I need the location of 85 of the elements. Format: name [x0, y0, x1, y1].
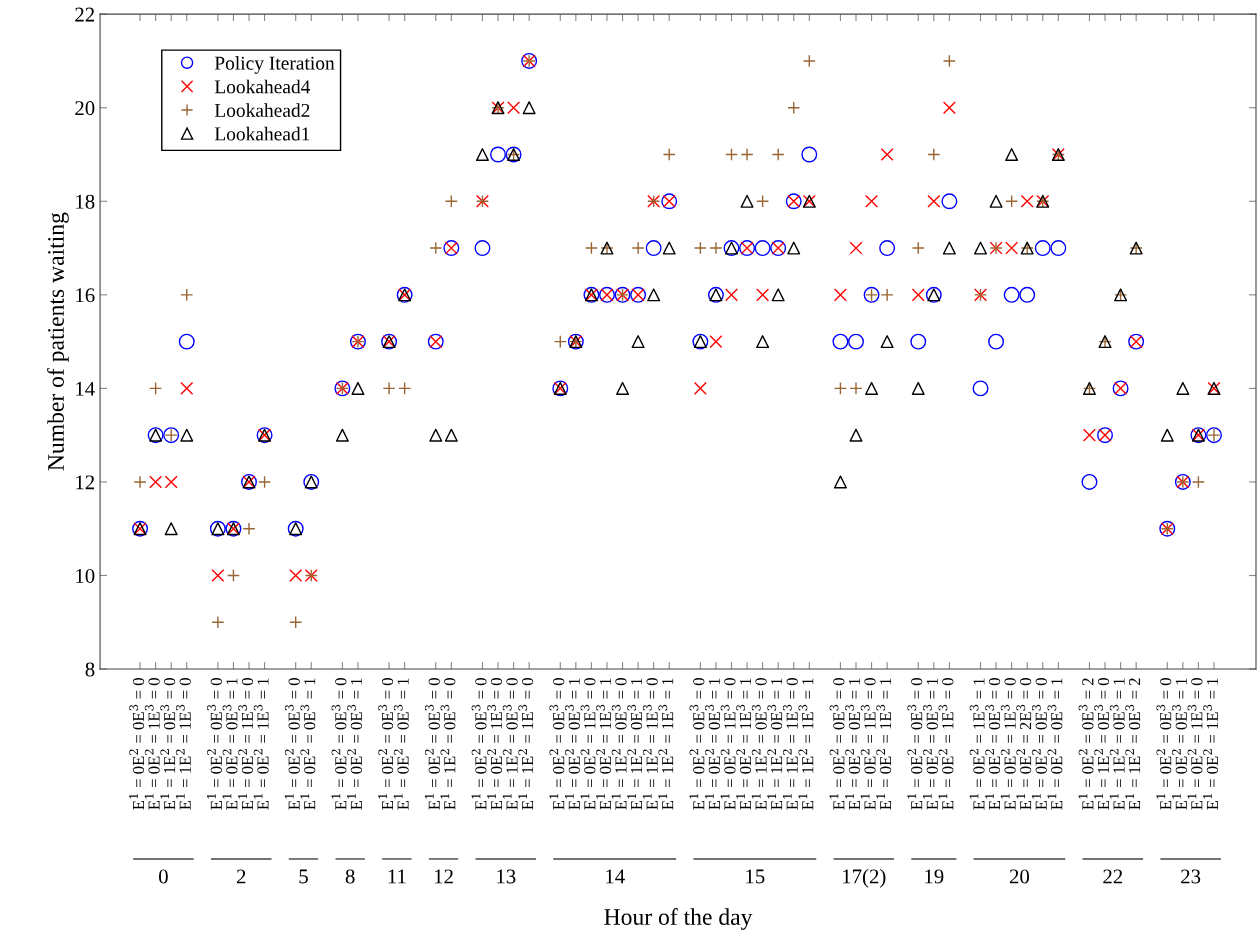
x-tick-label: E$^{1}$ = 0E$^{2}$ = 1E$^{3}$ = 0 [487, 678, 503, 810]
x-tick-label: E$^{1}$ = 0E$^{2}$ = 0E$^{3}$ = 1 [1172, 678, 1187, 810]
x-tick-label: E$^{1}$ = 0E$^{2}$ = 1E$^{3}$ = 1 [596, 678, 612, 810]
legend-label: Lookahead1 [214, 126, 310, 141]
x-tick-label: E$^{1}$ = 1E$^{2}$ = 1E$^{3}$ = 0 [782, 678, 798, 810]
text: 5 [299, 869, 308, 884]
x-tick-label: E$^{1}$ = 0E$^{2}$ = 0E$^{3}$ = 2 [1078, 678, 1094, 810]
x-tick-label: E$^{1}$ = 1E$^{2}$ = 0E$^{3}$ = 0 [611, 678, 627, 810]
text: 17(2) [843, 868, 886, 888]
x-tick-label: E$^{1}$ = 1E$^{2}$ = 0E$^{3}$ = 0 [502, 678, 518, 810]
x-tick-label: E$^{1}$ = 0E$^{2}$ = 0E$^{3}$ = 0 [471, 678, 487, 810]
x-tick-label: E$^{1}$ = 0E$^{2}$ = 0E$^{3}$ = 1 [845, 678, 861, 810]
text: 2 [236, 869, 246, 884]
x-tick-label: E$^{1}$ = 0E$^{2}$ = 0E$^{3}$ = 0 [378, 678, 394, 810]
x-tick-label: E$^{1}$ = 0E$^{2}$ = 0E$^{3}$ = 1 [1047, 678, 1063, 810]
x-tick-label: E$^{1}$ = 1E$^{2}$ = 0E$^{3}$ = 0 [1094, 678, 1110, 810]
x-tick-label: E$^{1}$ = 0E$^{2}$ = 0E$^{3}$ = 0 [207, 678, 222, 810]
x-tick-label: E$^{1}$ = 0E$^{2}$ = 0E$^{3}$ = 0 [829, 678, 845, 810]
text: 8 [345, 869, 355, 884]
x-tick-label: E$^{1}$ = 0E$^{2}$ = 0E$^{3}$ = 0 [1031, 678, 1047, 810]
text: 20 [1009, 869, 1030, 884]
x-tick-label: E$^{1}$ = 0E$^{2}$ = 0E$^{3}$ = 0 [284, 678, 300, 810]
x-tick-label: E$^{1}$ = 0E$^{2}$ = 1E$^{3}$ = 1 [876, 678, 892, 810]
x-tick-label: E$^{1}$ = 0E$^{2}$ = 0E$^{3}$ = 0 [549, 678, 565, 810]
text: 19 [925, 869, 944, 884]
x-tick-label: E$^{1}$ = 0E$^{2}$ = 1E$^{3}$ = 0 [238, 678, 254, 810]
x-tick-label: E$^{1}$ = 1E$^{2}$ = 0E$^{3}$ = 0 [160, 678, 176, 810]
text: 12 [434, 869, 453, 884]
y-tick-label: 10 [76, 568, 95, 583]
x-tick-label: E$^{1}$ = 1E$^{2}$ = 0E$^{3}$ = 0 [751, 678, 767, 810]
text: 22 [1103, 869, 1123, 884]
x-tick-label: E$^{1}$ = 0E$^{2}$ = 1E$^{3}$ = 0 [580, 678, 596, 810]
text: 15 [746, 869, 765, 884]
x-tick-label: E$^{1}$ = 0E$^{2}$ = 1E$^{3}$ = 0 [938, 678, 954, 810]
x-tick-label: E$^{1}$ = 1E$^{2}$ = 1E$^{3}$ = 1 [658, 678, 674, 810]
x-tick-label: E$^{1}$ = 0E$^{2}$ = 0E$^{3}$ = 0 [985, 678, 1001, 810]
text: 11 [388, 869, 406, 884]
legend-label: Policy Iteration [214, 56, 335, 74]
x-tick-label: E$^{1}$ = 0E$^{2}$ = 0E$^{3}$ = 0 [129, 678, 145, 810]
x-tick-label: E$^{1}$ = 1E$^{2}$ = 0E$^{3}$ = 1 [1109, 678, 1125, 810]
y-tick-label: 16 [76, 288, 95, 303]
x-tick-label: E$^{1}$ = 0E$^{2}$ = 1E$^{3}$ = 0 [1187, 678, 1203, 810]
x-tick-label: E$^{1}$ = 0E$^{2}$ = 0E$^{3}$ = 1 [922, 678, 938, 810]
text: 0 [158, 869, 168, 884]
x-tick-label: E$^{1}$ = 1E$^{2}$ = 0E$^{3}$ = 1 [627, 678, 643, 810]
x-tick-label: E$^{1}$ = 1E$^{2}$ = 0E$^{3}$ = 2 [1125, 678, 1141, 810]
x-tick-label: E$^{1}$ = 0E$^{2}$ = 0E$^{3}$ = 0 [331, 678, 347, 810]
x-tick-label: E$^{1}$ = 0E$^{2}$ = 0E$^{3}$ = 0 [1156, 678, 1172, 810]
y-tick-label: 20 [75, 101, 95, 116]
x-tick-label: E$^{1}$ = 0E$^{2}$ = 0E$^{3}$ = 1 [705, 678, 720, 810]
text: 13 [497, 869, 516, 884]
x-tick-label: E$^{1}$ = 0E$^{2}$ = 1E$^{3}$ = 0 [144, 678, 160, 810]
x-tick-label: E$^{1}$ = 1E$^{2}$ = 1E$^{3}$ = 0 [175, 678, 191, 810]
x-tick-label: E$^{1}$ = 0E$^{2}$ = 1E$^{3}$ = 0 [1000, 678, 1016, 810]
legend-label: Lookahead2 [214, 103, 310, 117]
x-tick-label: E$^{1}$ = 0E$^{2}$ = 0E$^{3}$ = 0 [907, 678, 923, 810]
x-tick-label: E$^{1}$ = 0E$^{2}$ = 1E$^{3}$ = 1 [253, 678, 269, 810]
x-tick-label: E$^{1}$ = 1E$^{2}$ = 0E$^{3}$ = 0 [440, 678, 456, 810]
x-tick-label: E$^{1}$ = 0E$^{2}$ = 1E$^{3}$ = 0 [860, 678, 876, 810]
x-tick-label: E$^{1}$ = 0E$^{2}$ = 0E$^{3}$ = 1 [222, 678, 238, 810]
x-tick-label: E$^{1}$ = 1E$^{2}$ = 1E$^{3}$ = 0 [518, 678, 534, 810]
y-tick-label: 12 [76, 475, 95, 490]
y-axis-title: Number of patients waiting [47, 212, 69, 471]
y-tick-label: 18 [76, 194, 95, 209]
x-tick-label: E$^{1}$ = 1E$^{2}$ = 1E$^{3}$ = 0 [642, 678, 658, 810]
x-axis-title: Hour of the day [604, 908, 753, 930]
x-tick-label: E$^{1}$ = 1E$^{2}$ = 0E$^{3}$ = 1 [767, 678, 783, 810]
x-tick-label: E$^{1}$ = 0E$^{2}$ = 0E$^{3}$ = 0 [424, 678, 440, 810]
x-tick-label: E$^{1}$ = 0E$^{2}$ = 1E$^{3}$ = 1 [969, 678, 985, 810]
legend-label: Lookahead4 [214, 79, 311, 94]
x-tick-label: E$^{1}$ = 0E$^{2}$ = 0E$^{3}$ = 1 [393, 678, 409, 810]
y-tick-label: 14 [76, 381, 95, 396]
x-tick-label: E$^{1}$ = 0E$^{2}$ = 0E$^{3}$ = 0 [689, 678, 705, 810]
x-tick-label: E$^{1}$ = 0E$^{2}$ = 2E$^{3}$ = 0 [1016, 678, 1032, 810]
y-tick-label: 8 [85, 662, 95, 677]
x-tick-label: E$^{1}$ = 0E$^{2}$ = 1E$^{3}$ = 1 [736, 678, 752, 810]
x-tick-label: E$^{1}$ = 0E$^{2}$ = 1E$^{3}$ = 0 [720, 678, 736, 810]
x-tick-label: E$^{1}$ = 0E$^{2}$ = 1E$^{3}$ = 1 [1203, 678, 1219, 810]
y-tick-label: 22 [75, 7, 95, 22]
x-tick-label: E$^{1}$ = 0E$^{2}$ = 0E$^{3}$ = 1 [565, 678, 580, 810]
text: 14 [606, 869, 625, 884]
x-tick-label: E$^{1}$ = 0E$^{2}$ = 0E$^{3}$ = 1 [347, 678, 363, 810]
x-tick-label: E$^{1}$ = 0E$^{2}$ = 0E$^{3}$ = 1 [300, 678, 316, 810]
text: 23 [1181, 869, 1201, 884]
x-tick-label: E$^{1}$ = 1E$^{2}$ = 1E$^{3}$ = 1 [798, 678, 814, 810]
